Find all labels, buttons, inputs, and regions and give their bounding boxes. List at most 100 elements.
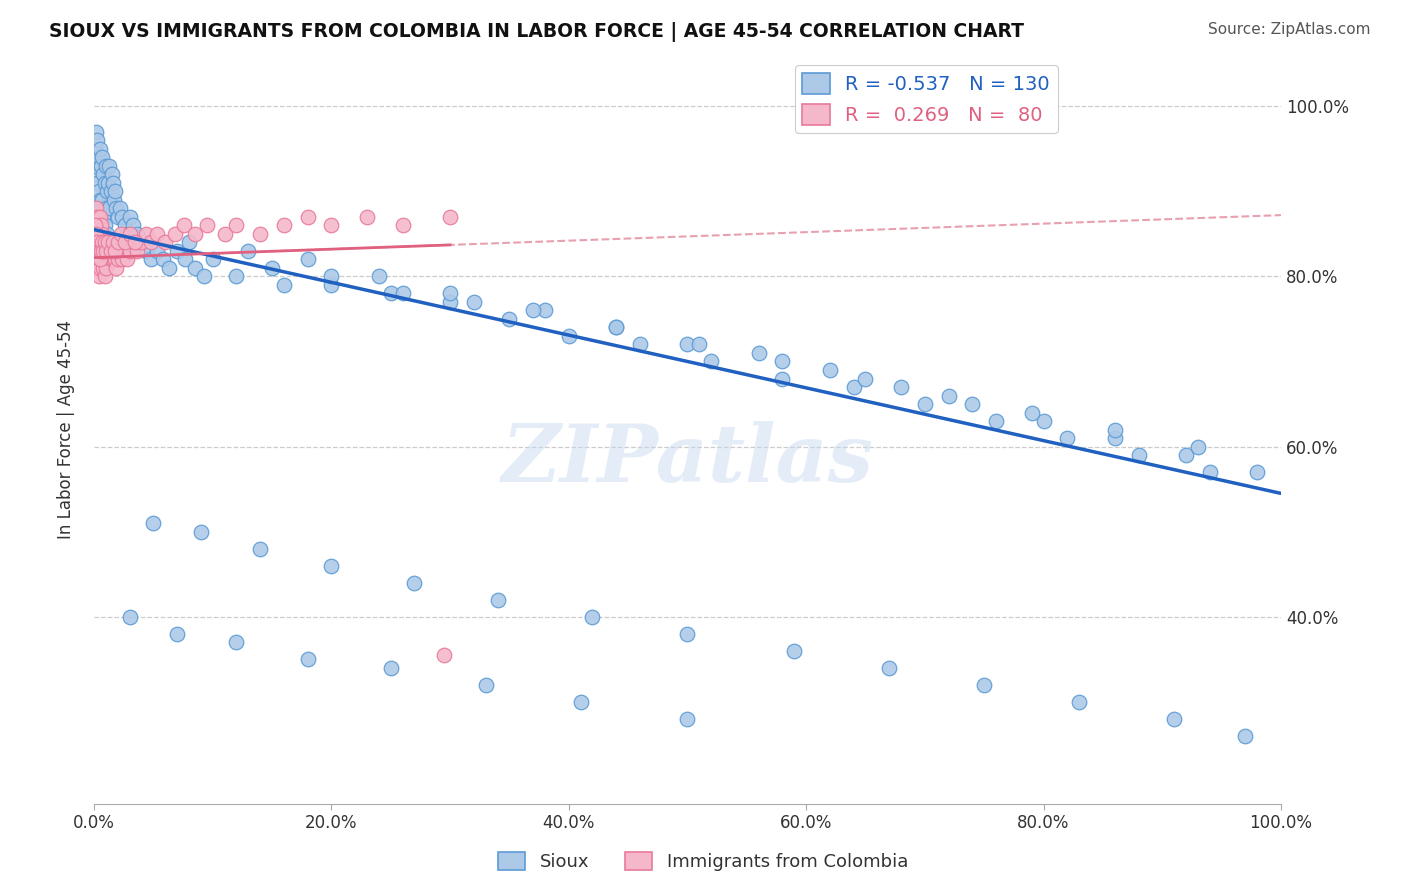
Point (84, 252, 107, 267)
Point (1069, 695, 1091, 709)
Point (184, 260, 207, 275)
Point (367, 269, 389, 284)
Point (1104, 431, 1126, 445)
Point (135, 227, 157, 241)
Point (94, 159, 117, 173)
Point (104, 184, 127, 198)
Point (93, 269, 115, 284)
Point (86, 260, 108, 275)
Point (90, 159, 112, 173)
Point (96, 184, 118, 198)
Point (93, 244, 115, 258)
Point (118, 609, 141, 624)
Point (103, 244, 125, 258)
Point (153, 235, 176, 250)
Point (605, 320, 627, 334)
Point (273, 277, 295, 292)
Point (97, 235, 120, 250)
Point (152, 252, 174, 267)
Point (249, 227, 271, 241)
Point (146, 227, 169, 241)
Point (93, 244, 115, 258)
Point (225, 219, 247, 233)
Point (84, 202, 107, 216)
Point (962, 397, 984, 411)
Point (125, 244, 148, 258)
Point (135, 244, 157, 258)
Point (87, 227, 110, 241)
Point (321, 277, 343, 292)
Point (84, 167, 107, 181)
Point (84, 210, 107, 224)
Point (1175, 448, 1198, 462)
Point (770, 371, 793, 385)
Point (174, 252, 197, 267)
Point (91, 235, 114, 250)
Point (842, 380, 865, 394)
Point (166, 244, 188, 258)
Point (1198, 465, 1220, 479)
Point (391, 286, 413, 301)
Point (1021, 405, 1043, 419)
Point (118, 227, 141, 241)
Point (94, 235, 117, 250)
Point (84, 210, 107, 224)
Point (297, 252, 319, 267)
Point (101, 235, 124, 250)
Point (225, 269, 247, 284)
Point (142, 516, 165, 531)
Point (114, 219, 136, 233)
Point (107, 210, 129, 224)
Point (163, 227, 186, 241)
Point (96, 244, 118, 258)
Point (818, 363, 841, 377)
Point (90, 219, 112, 233)
Point (973, 678, 995, 692)
Point (89, 244, 111, 258)
Point (107, 252, 129, 267)
Point (110, 227, 132, 241)
Point (938, 388, 960, 402)
Point (93, 219, 115, 233)
Point (91, 150, 114, 164)
Point (84, 125, 107, 139)
Point (321, 558, 343, 573)
Point (855, 371, 877, 385)
Point (84, 260, 107, 275)
Point (91, 227, 114, 241)
Point (100, 252, 122, 267)
Point (105, 202, 128, 216)
Point (1128, 448, 1150, 462)
Point (1187, 440, 1209, 454)
Point (439, 286, 461, 301)
Point (124, 235, 146, 250)
Point (84, 235, 107, 250)
Point (105, 260, 128, 275)
Point (474, 678, 496, 692)
Point (131, 235, 153, 250)
Point (100, 167, 122, 181)
Point (86, 219, 108, 233)
Point (193, 269, 215, 284)
Point (676, 712, 699, 726)
Point (86, 133, 108, 147)
Point (433, 648, 456, 662)
Point (97, 235, 120, 250)
Point (104, 252, 127, 267)
Point (89, 142, 111, 156)
Point (486, 592, 509, 607)
Point (676, 337, 699, 351)
Point (676, 627, 699, 641)
Point (104, 244, 127, 258)
Point (1056, 431, 1078, 445)
Point (177, 235, 200, 250)
Point (86, 176, 108, 190)
Point (89, 235, 111, 250)
Point (108, 202, 131, 216)
Point (439, 210, 461, 224)
Point (522, 303, 544, 318)
Point (914, 397, 936, 411)
Point (463, 294, 485, 309)
Point (297, 210, 319, 224)
Point (984, 414, 1007, 428)
